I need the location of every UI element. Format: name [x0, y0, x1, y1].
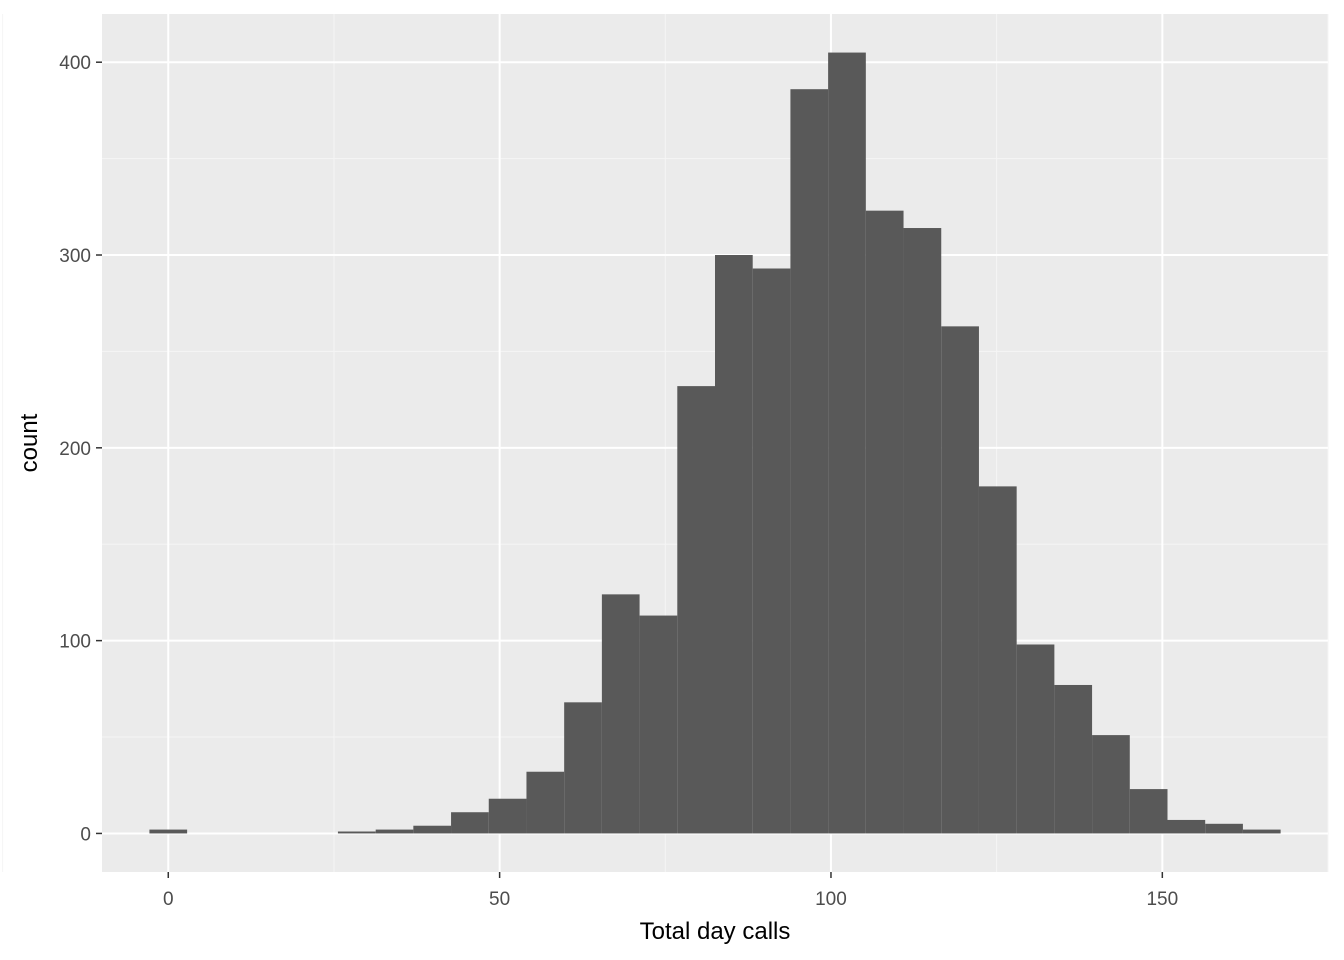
histogram-bar: [639, 615, 678, 834]
histogram-bar: [488, 798, 527, 834]
histogram-bar: [1129, 789, 1168, 834]
y-axis-ticks: 0 100 200 300 400: [59, 53, 102, 845]
histogram-bar: [526, 771, 565, 834]
histogram-bar: [451, 812, 489, 834]
x-tick-label: 150: [1146, 889, 1178, 910]
x-tick-label: 0: [163, 889, 174, 910]
histogram-bar: [337, 831, 376, 834]
histogram-bars: [149, 52, 1281, 834]
histogram-bar: [564, 702, 602, 834]
y-tick-label: 400: [59, 53, 91, 74]
histogram-bar: [941, 326, 979, 834]
histogram-bar: [903, 228, 942, 834]
y-axis-title: count: [16, 413, 43, 472]
histogram-bar: [149, 829, 188, 834]
histogram-bar: [790, 89, 829, 834]
histogram-bar: [375, 829, 414, 834]
histogram-bar: [413, 825, 452, 834]
histogram-bar: [677, 386, 715, 834]
histogram-bar: [1092, 735, 1130, 834]
histogram-bar: [1016, 644, 1055, 834]
y-tick-label: 200: [59, 439, 91, 460]
histogram-bar: [752, 268, 791, 834]
x-axis-title: Total day calls: [640, 918, 791, 945]
histogram-bar: [865, 210, 904, 834]
histogram-bar: [715, 255, 753, 834]
histogram-bar: [601, 594, 640, 834]
histogram-bar: [1205, 823, 1243, 834]
x-tick-label: 100: [815, 889, 847, 910]
histogram-bar: [1242, 829, 1281, 834]
y-tick-label: 300: [59, 246, 91, 267]
histogram-bar: [1054, 684, 1093, 834]
x-tick-label: 50: [489, 889, 510, 910]
y-tick-label: 0: [80, 824, 91, 845]
histogram-bar: [1167, 819, 1206, 834]
histogram-bar: [828, 52, 866, 834]
y-tick-label: 100: [59, 632, 91, 653]
histogram-bar: [978, 486, 1017, 834]
x-axis-ticks: 0 50 100 150: [163, 872, 1178, 910]
